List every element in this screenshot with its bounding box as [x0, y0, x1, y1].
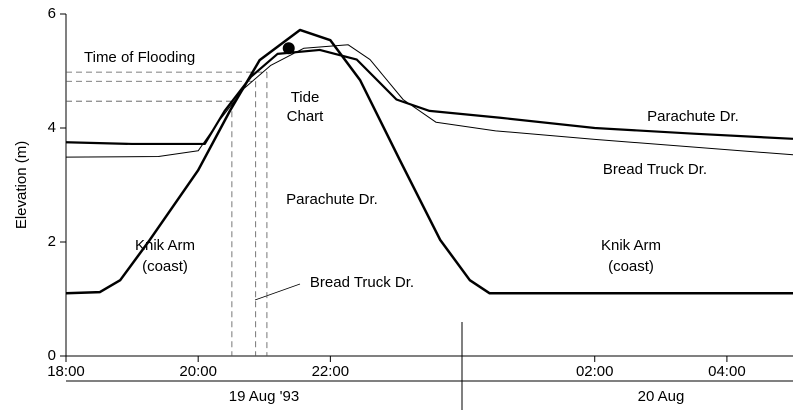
date-label: 20 Aug [638, 388, 685, 405]
series-line [65, 48, 793, 146]
series-label: Parachute Dr. [647, 108, 739, 125]
y-tick-label: 4 [48, 119, 56, 136]
tide-label: Chart [287, 108, 325, 125]
series-line [65, 28, 793, 295]
leader-line [254, 283, 301, 301]
x-tick-label: 04:00 [708, 363, 746, 380]
x-tick-label: 20:00 [179, 363, 217, 380]
knik-label: (coast) [142, 258, 188, 275]
series-label: Parachute Dr. [286, 191, 378, 208]
x-tick-label: 22:00 [312, 363, 350, 380]
x-tick-label: 02:00 [576, 363, 614, 380]
y-tick-label: 0 [48, 347, 56, 364]
series-line [65, 44, 793, 158]
knik-label: (coast) [608, 258, 654, 275]
tide-chart-point [282, 42, 295, 55]
y-tick-label: 6 [48, 5, 56, 22]
knik-label: Knik Arm [135, 237, 195, 254]
date-label: 19 Aug '93 [229, 388, 299, 405]
series-label: Bread Truck Dr. [603, 161, 707, 178]
x-tick-label: 18:00 [47, 363, 85, 380]
series-label: Bread Truck Dr. [310, 274, 414, 291]
tide-label: Tide [291, 89, 320, 106]
y-tick-label: 2 [48, 233, 56, 250]
y-axis-label: Elevation (m) [13, 141, 30, 229]
knik-label: Knik Arm [601, 237, 661, 254]
flooding-label: Time of Flooding [84, 49, 195, 66]
